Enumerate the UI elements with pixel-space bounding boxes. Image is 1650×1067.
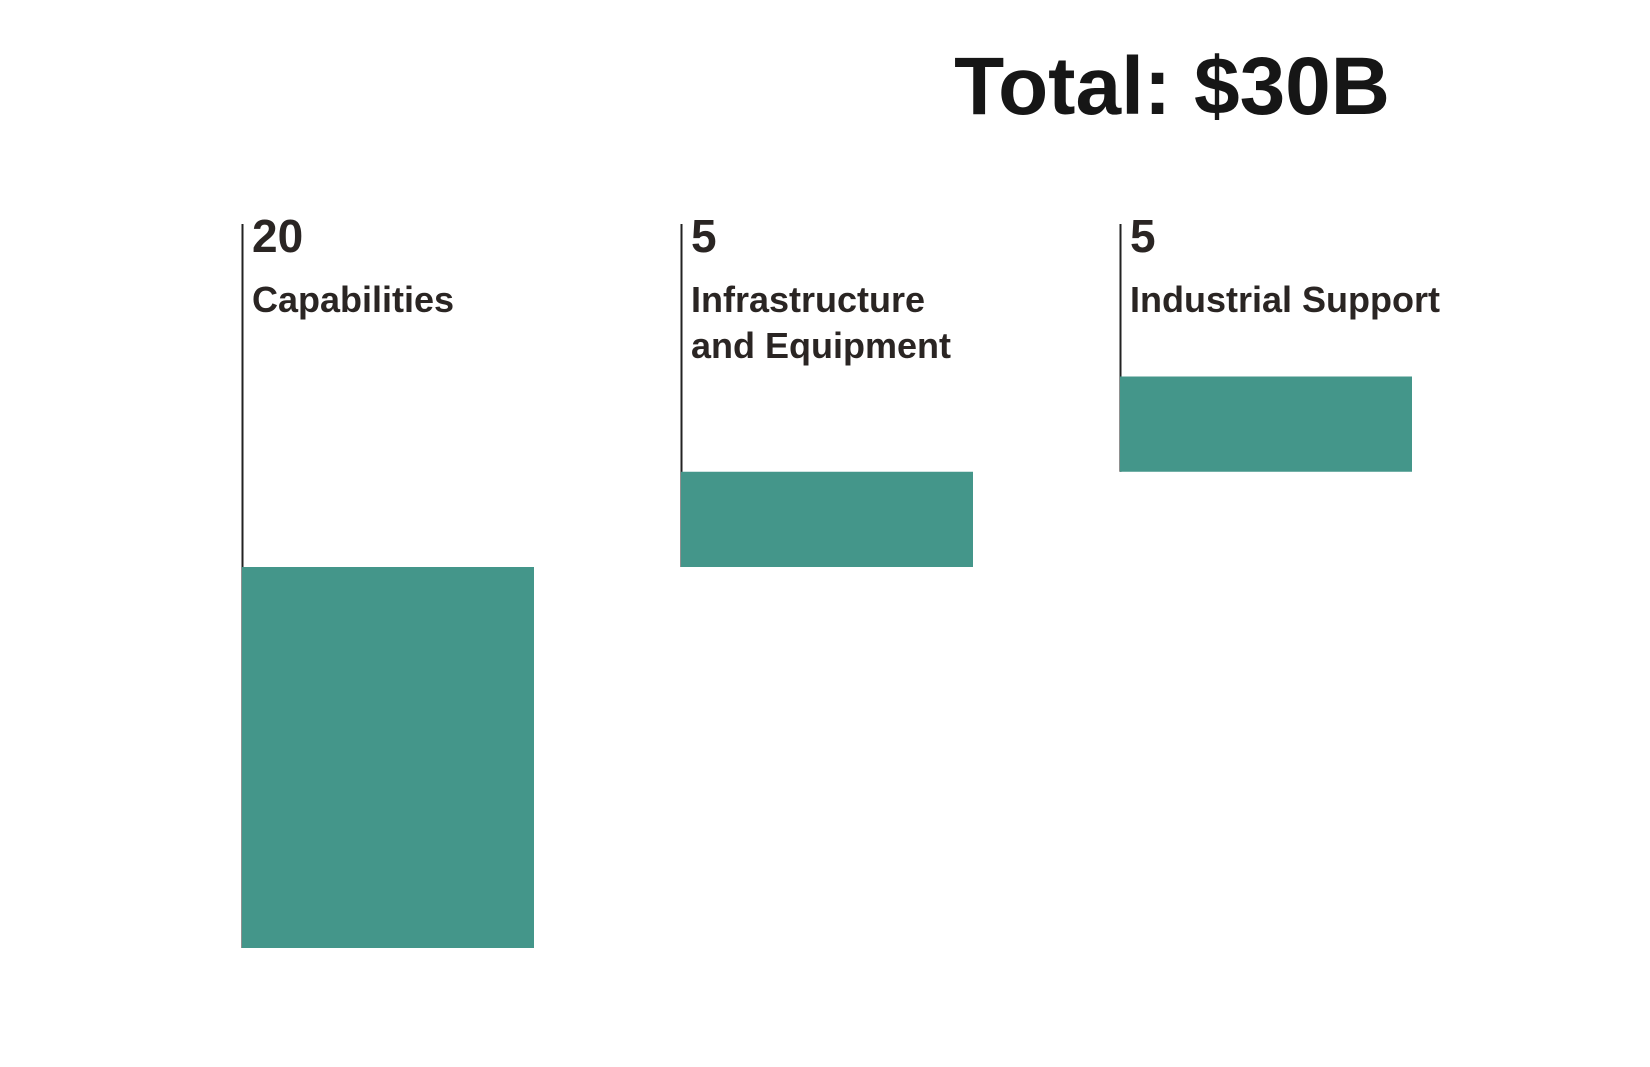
category-label-line: Industrial Support [1130, 279, 1440, 320]
bar-infrastructure-and-equipment [681, 471, 973, 567]
category-label-capabilities: Capabilities [252, 279, 454, 320]
bar-capabilities [242, 567, 534, 948]
value-label-industrial-support: 5 [1130, 210, 1156, 262]
bars-layer: 20 Capabilities 5 Infrastructure and Equipme… [241, 210, 1440, 948]
category-label-industrial-support: Industrial Support [1130, 279, 1440, 320]
value-label-capabilities: 20 [252, 210, 303, 262]
bar-group-capabilities: 20 Capabilities [241, 210, 534, 948]
category-label-infrastructure-and-equipment: Infrastructure and Equipment [691, 279, 951, 366]
category-label-line: and Equipment [691, 325, 951, 366]
chart-title: Total: $30B [954, 41, 1390, 132]
bar-industrial-support [1120, 376, 1412, 472]
bar-group-infrastructure-and-equipment: 5 Infrastructure and Equipment [680, 210, 973, 567]
category-label-line: Capabilities [252, 279, 454, 320]
category-label-line: Infrastructure [691, 279, 925, 320]
value-label-infrastructure-and-equipment: 5 [691, 210, 717, 262]
bar-group-industrial-support: 5 Industrial Support [1119, 210, 1440, 472]
